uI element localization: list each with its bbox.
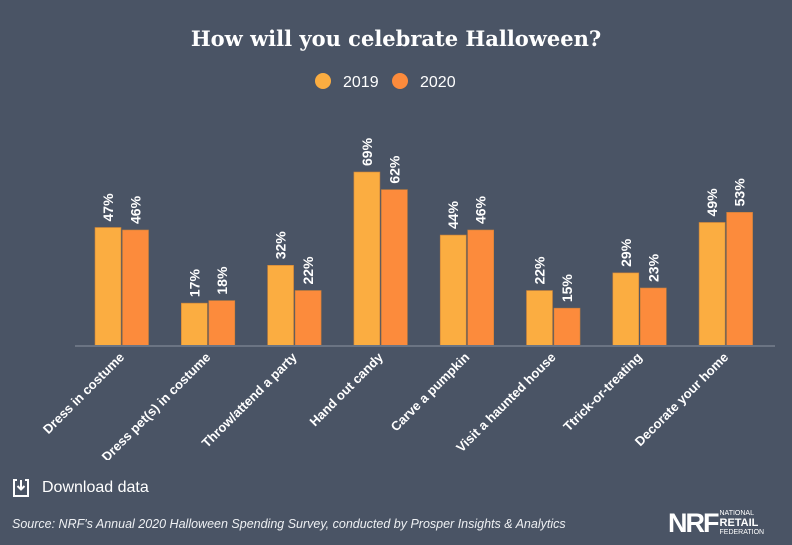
value-label: 62% — [386, 155, 402, 184]
bar-chart: How will you celebrate Halloween? 2019 20… — [40, 26, 775, 460]
category-label: Carve a pumpkin — [388, 349, 473, 434]
download-data-label: Download data — [42, 479, 149, 496]
bars: 47% 46% 17% 18% 32% 22% 69% 62% 44% 46% 22% 15% 29% 2… — [94, 137, 753, 347]
bar-2020-7 — [726, 212, 753, 347]
value-label: 18% — [214, 266, 230, 295]
legend-label-2020: 2020 — [420, 74, 456, 91]
bar-2020-0 — [122, 229, 149, 347]
download-data-button[interactable]: Download data — [12, 478, 149, 498]
nrf-logo: NRF NATIONAL RETAIL FEDERATION — [668, 510, 764, 537]
value-label: 47% — [100, 193, 116, 222]
logo-mark: NRF — [668, 508, 719, 538]
value-label: 32% — [273, 231, 289, 260]
value-label: 46% — [128, 195, 144, 224]
bar-2019-7 — [698, 222, 726, 347]
bar-2020-3 — [381, 189, 408, 347]
bar-2019-6 — [612, 272, 640, 347]
category-label: Ttrick-or-treating — [560, 349, 645, 434]
value-label: 23% — [645, 253, 661, 282]
value-label: 29% — [618, 238, 634, 267]
legend-swatch-2019 — [315, 73, 331, 89]
category-label: Dress in costume — [40, 350, 127, 437]
value-label: 15% — [559, 274, 575, 303]
legend: 2019 2020 — [315, 73, 456, 91]
value-label: 44% — [445, 200, 461, 229]
value-label: 46% — [473, 195, 489, 224]
legend-label-2019: 2019 — [343, 74, 379, 91]
bar-2020-5 — [553, 307, 581, 347]
logo-line3: FEDERATION — [719, 529, 765, 536]
bar-2020-2 — [294, 290, 322, 347]
category-label: Visit a haunted house — [453, 350, 558, 455]
bar-2020-4 — [467, 229, 495, 347]
value-label: 17% — [186, 269, 202, 298]
chart-title: How will you celebrate Halloween? — [191, 26, 601, 51]
category-label: Throw/attend a party — [199, 349, 301, 451]
logo-line1: NATIONAL — [719, 510, 755, 517]
value-label: 22% — [532, 256, 548, 285]
category-label: Hand out candy — [306, 349, 386, 429]
bar-2019-1 — [181, 302, 208, 347]
download-icon — [13, 479, 29, 497]
bar-2019-2 — [267, 265, 294, 347]
bar-2020-6 — [639, 287, 667, 347]
bar-2019-0 — [94, 227, 122, 347]
bar-2019-4 — [439, 234, 467, 347]
bar-2019-5 — [526, 290, 553, 347]
source-note: Source: NRF's Annual 2020 Halloween Spen… — [12, 517, 566, 531]
value-label: 49% — [704, 188, 720, 217]
legend-swatch-2020 — [392, 73, 408, 89]
bar-2020-1 — [208, 300, 236, 347]
value-label: 22% — [300, 256, 316, 285]
value-label: 53% — [732, 178, 748, 207]
logo-line2: RETAIL — [719, 517, 759, 529]
category-label: Decorate your home — [632, 350, 731, 449]
bar-2019-3 — [353, 171, 381, 347]
value-label: 69% — [359, 137, 375, 166]
